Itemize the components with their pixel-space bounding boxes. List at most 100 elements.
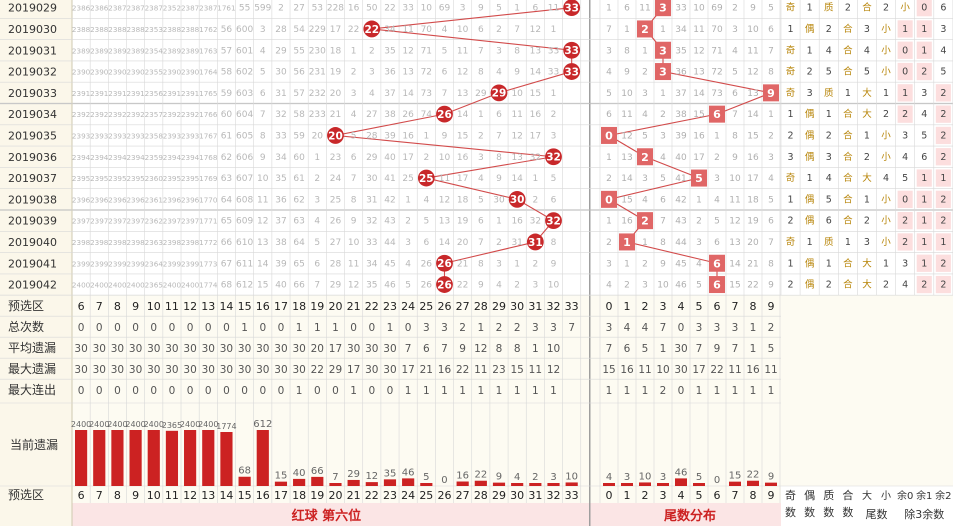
stat-row-label: 总次数 bbox=[8, 319, 44, 334]
stat-value: 合 bbox=[843, 279, 853, 291]
stat-value: 4 bbox=[902, 152, 908, 163]
tail-omission-value: 2 bbox=[624, 281, 630, 291]
stat-tail-value: 15 bbox=[602, 364, 615, 376]
stat-red-value: 30 bbox=[111, 364, 124, 376]
stat-value: 4 bbox=[864, 45, 870, 56]
stat-red-value: 3 bbox=[441, 322, 448, 334]
stat-value: 2 bbox=[788, 130, 794, 141]
red-hit-ball bbox=[508, 190, 526, 208]
red-omission-value: 13 bbox=[457, 89, 468, 99]
period-label: 2019029 bbox=[8, 2, 57, 15]
red-omission-value: 14 bbox=[457, 110, 469, 120]
omission-bar bbox=[383, 479, 397, 486]
tail-omission-value: 5 bbox=[768, 195, 774, 205]
stat-red-value: 2 bbox=[459, 322, 466, 334]
red-omission-value: 5 bbox=[478, 195, 484, 205]
period-label: 2019041 bbox=[8, 257, 57, 270]
omission-bar bbox=[621, 483, 633, 486]
stat-value: 小 bbox=[881, 152, 891, 163]
stat-red-value: 0 bbox=[150, 322, 157, 334]
red-omission-value: 62 bbox=[293, 195, 304, 205]
red-omission-value: 2 bbox=[314, 174, 320, 184]
period-label: 2019040 bbox=[8, 236, 57, 249]
red-omission-value: 74 bbox=[421, 110, 433, 120]
red-omission-value: 9 bbox=[478, 4, 484, 14]
tail-omission-value: 34 bbox=[675, 25, 687, 35]
mod3-highlight bbox=[916, 190, 932, 208]
red-omission-value: 31 bbox=[275, 89, 286, 99]
red-omission-value: 1768 bbox=[199, 153, 218, 162]
red-omission-value: 33 bbox=[548, 68, 559, 78]
stat-value: 2 bbox=[902, 216, 908, 227]
extra-footer-label: 奇 bbox=[785, 489, 796, 502]
stat-red-value: 30 bbox=[111, 343, 124, 355]
omission-bar-label: 7 bbox=[332, 472, 338, 483]
omission-bar bbox=[111, 430, 124, 486]
red-hit-ball bbox=[327, 127, 344, 144]
tail-omission-value: 11 bbox=[621, 110, 632, 120]
red-omission-value: 16 bbox=[530, 110, 542, 120]
red-omission-value: 35 bbox=[384, 46, 395, 56]
red-omission-value: 8 bbox=[496, 153, 502, 163]
mod3-highlight bbox=[897, 62, 913, 81]
stat-red-value: 0 bbox=[223, 385, 230, 397]
tail-omission-value: 21 bbox=[747, 259, 758, 269]
red-omission-value: 2396 bbox=[126, 195, 145, 204]
red-omission-value: 2397 bbox=[181, 217, 199, 226]
red-omission-value: 2392 bbox=[126, 110, 144, 119]
red-omission-value: 8 bbox=[260, 131, 266, 141]
red-omission-value: 16 bbox=[457, 153, 469, 163]
tail-omission-value: 5 bbox=[714, 217, 720, 227]
red-omission-value: 13 bbox=[439, 217, 450, 227]
red-omission-value: 54 bbox=[293, 25, 305, 35]
tail-omission-value: 6 bbox=[606, 110, 612, 120]
red-omission-value: 2356 bbox=[145, 89, 164, 98]
red-omission-value: 6 bbox=[478, 217, 484, 227]
footer-column-label: 12 bbox=[183, 489, 197, 502]
red-omission-value: 25 bbox=[402, 174, 413, 184]
stat-tail-value: 30 bbox=[674, 343, 687, 355]
tail-omission-value: 15 bbox=[729, 281, 740, 291]
stat-value: 偶 bbox=[805, 257, 815, 269]
red-omission-value: 61 bbox=[293, 174, 304, 184]
red-omission-value: 1 bbox=[314, 153, 320, 163]
red-omission-value: 2399 bbox=[126, 259, 145, 268]
red-omission-value: 2389 bbox=[163, 46, 182, 55]
red-omission-value: 32 bbox=[530, 153, 541, 163]
tail-hit-number: 0 bbox=[605, 129, 613, 142]
stat-tail-value: 4 bbox=[624, 322, 631, 334]
stat-red-value: 1 bbox=[350, 385, 357, 397]
stat-tail-value: 3 bbox=[606, 322, 613, 334]
stat-value: 1 bbox=[826, 109, 832, 120]
stat-red-value: 0 bbox=[114, 322, 121, 334]
red-omission-value: 2390 bbox=[181, 68, 200, 77]
red-omission-value: 2394 bbox=[108, 153, 127, 162]
tail-omission-value: 1 bbox=[642, 46, 648, 56]
extra-footer-label: 数 bbox=[804, 506, 815, 519]
mod3-highlight bbox=[916, 169, 932, 187]
omission-bar-label: 15 bbox=[275, 471, 288, 482]
omission-bar bbox=[402, 478, 415, 486]
footer-column-label: 7 bbox=[732, 489, 739, 502]
footer-column-label: 9 bbox=[768, 489, 775, 502]
stat-row-label: 最大连出 bbox=[8, 382, 56, 397]
tail-hit-square bbox=[601, 126, 617, 144]
mod3-highlight bbox=[916, 62, 932, 81]
omission-bar bbox=[274, 481, 288, 486]
red-omission-value: 2393 bbox=[126, 131, 144, 140]
stat-value: 合 bbox=[843, 129, 853, 141]
period-label: 2019033 bbox=[8, 87, 57, 100]
omission-bar-label: 2400 bbox=[71, 420, 91, 429]
footer-column-label: 6 bbox=[714, 489, 721, 502]
stat-tail-value: 2 bbox=[768, 322, 775, 334]
extra-footer-label: 余1 bbox=[916, 489, 932, 502]
red-omission-value: 57 bbox=[221, 46, 232, 56]
mod3-highlight bbox=[916, 0, 932, 17]
stat-value: 2 bbox=[940, 258, 946, 269]
red-omission-value: 11 bbox=[457, 46, 468, 56]
tail-omission-value: 41 bbox=[675, 174, 686, 184]
stat-red-value: 2 bbox=[514, 322, 521, 334]
red-omission-value: 12 bbox=[511, 131, 522, 141]
preselect-header: 21 bbox=[347, 300, 361, 313]
red-omission-value: 44 bbox=[384, 238, 396, 248]
